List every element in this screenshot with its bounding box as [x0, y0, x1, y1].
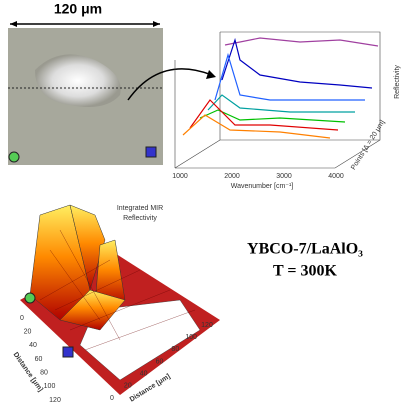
surface-peak — [29, 204, 126, 331]
right-tick-label: 120 — [201, 322, 213, 329]
scale-bar-label: 120 μm — [54, 1, 102, 17]
spectra-frame — [174, 31, 381, 169]
sample-name: YBCO-7/LaAlO₃ — [247, 241, 363, 258]
right-tick-label: 60 — [156, 358, 164, 365]
end-marker — [145, 146, 157, 158]
x-tick-label: 2000 — [224, 173, 240, 180]
arrow-head — [206, 70, 216, 79]
end-marker — [62, 346, 74, 358]
temperature: T = 300K — [273, 263, 338, 280]
left-tick-label: 80 — [40, 370, 48, 377]
right-tick-label: 0 — [110, 395, 114, 402]
right-tick-label: 20 — [124, 383, 132, 390]
surface-mesh — [39, 229, 196, 351]
y-axis-label: Reflectivity — [394, 65, 401, 99]
right-tick-label: 80 — [171, 346, 179, 353]
x-axis-label: Wavenumber [cm⁻¹] — [231, 183, 294, 190]
left-tick-label: 100 — [44, 383, 56, 390]
arrow-head — [10, 21, 17, 27]
right-tick-label: 40 — [140, 371, 148, 378]
arrow-head — [153, 21, 160, 27]
spectra — [182, 37, 379, 139]
start-marker — [24, 292, 36, 304]
start-marker — [8, 151, 20, 163]
left-tick-label: 40 — [29, 342, 37, 349]
left-tick-label: 0 — [20, 315, 24, 322]
map-title: Integrated MIR — [117, 205, 163, 212]
left-tick-label: 120 — [49, 397, 61, 404]
arrow — [127, 68, 213, 101]
left-tick-label: 60 — [35, 356, 43, 363]
z-axis-label: Points [Δ = 20 μm] — [350, 119, 386, 171]
crystal — [35, 54, 121, 108]
map-title: Reflectivity — [123, 215, 157, 222]
surface-contour — [79, 299, 201, 381]
x-tick-label: 3000 — [276, 173, 292, 180]
left-tick-label: 20 — [24, 329, 32, 336]
x-tick-label: 4000 — [328, 173, 344, 180]
right-tick-label: 100 — [185, 334, 197, 341]
x-tick-label: 1000 — [172, 173, 188, 180]
